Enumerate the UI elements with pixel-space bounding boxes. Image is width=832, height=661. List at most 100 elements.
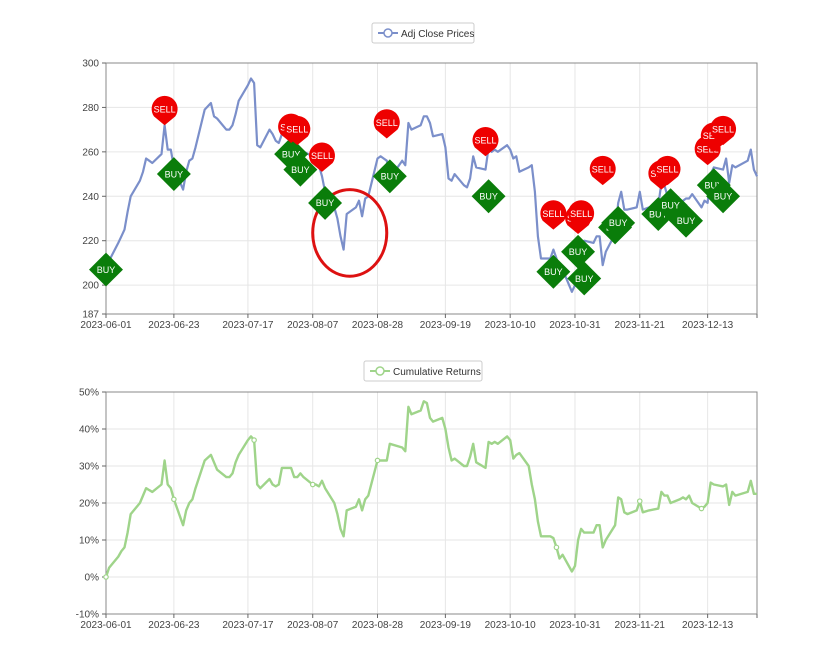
returns-legend-label: Cumulative Returns bbox=[393, 367, 481, 378]
sell-marker: SELL bbox=[710, 115, 737, 146]
buy-label: BUY bbox=[544, 267, 563, 277]
sell-pin bbox=[308, 142, 335, 172]
buy-label: BUY bbox=[282, 149, 301, 159]
buy-marker: BUY bbox=[601, 205, 636, 240]
sell-pin bbox=[151, 95, 178, 126]
buy-label: BUY bbox=[291, 165, 310, 175]
buy-label: BUY bbox=[569, 247, 588, 257]
x-tick-label: 2023-12-13 bbox=[682, 620, 734, 631]
buy-label: BUY bbox=[165, 169, 184, 179]
y-tick-label: 300 bbox=[82, 59, 99, 70]
returns-point-marker bbox=[251, 437, 257, 443]
y-tick-label: 187 bbox=[82, 310, 99, 321]
sell-label: SELL bbox=[657, 164, 679, 174]
buy-label: BUY bbox=[649, 209, 668, 219]
returns-point-marker bbox=[636, 498, 643, 504]
price-legend[interactable]: Adj Close Prices bbox=[371, 22, 475, 44]
buy-label: BUY bbox=[661, 200, 680, 210]
returns-series-line bbox=[104, 400, 757, 578]
highlight-ellipse bbox=[311, 188, 389, 278]
x-tick-label: 2023-10-31 bbox=[549, 320, 601, 331]
returns-legend-box bbox=[363, 360, 483, 382]
y-tick-label: 40% bbox=[79, 425, 99, 436]
x-tick-label: 2023-08-28 bbox=[352, 320, 404, 331]
sell-label: SELL bbox=[286, 124, 308, 134]
returns-point-marker bbox=[698, 505, 705, 512]
price-chart-panel: Adj Close Prices 187 200 220 240 260 280 300 2… bbox=[80, 22, 758, 331]
sell-label: SELL bbox=[542, 209, 564, 219]
y-tick-label: 260 bbox=[82, 147, 99, 158]
sell-label: SELL bbox=[592, 164, 614, 174]
buy-marker: BUY bbox=[567, 261, 602, 296]
buy-marker: BUY bbox=[669, 203, 704, 238]
buy-label: BUY bbox=[714, 192, 733, 202]
price-legend-marker bbox=[383, 28, 393, 38]
price-legend-box bbox=[371, 22, 475, 44]
sell-label: SELL bbox=[376, 118, 398, 128]
buy-label: BUY bbox=[381, 172, 400, 182]
returns-point-marker bbox=[374, 457, 381, 464]
x-tick-label: 2023-06-23 bbox=[148, 320, 200, 331]
sell-pin bbox=[472, 127, 499, 157]
x-tick-label: 2023-06-01 bbox=[80, 620, 132, 631]
sell-marker: SELL bbox=[308, 142, 335, 172]
returns-x-axis: 2023-06-01 2023-06-23 2023-07-17 2023-08-07… bbox=[80, 614, 758, 631]
sell-marker: SELL bbox=[472, 127, 499, 157]
price-grid bbox=[105, 62, 757, 315]
buy-label: BUY bbox=[97, 265, 116, 275]
buy-label: BUY bbox=[609, 218, 628, 228]
buy-marker: BUY bbox=[156, 157, 191, 192]
x-tick-label: 2023-08-07 bbox=[287, 620, 339, 631]
sell-label: SELL bbox=[474, 136, 496, 146]
buy-diamond bbox=[471, 179, 506, 214]
buy-diamond bbox=[706, 179, 741, 214]
x-tick-label: 2023-06-23 bbox=[148, 620, 200, 631]
sell-marker: SELL bbox=[284, 115, 311, 146]
trade-markers: BUYBUYBUYBUYBUYBUYBUYBUYBUYBUYBUYBUYBUYB… bbox=[89, 95, 741, 296]
sell-marker: SELL bbox=[589, 155, 616, 186]
x-tick-label: 2023-10-31 bbox=[549, 620, 601, 631]
buy-marker: BUY bbox=[308, 185, 343, 220]
sell-pin bbox=[589, 155, 616, 186]
y-tick-label: -10% bbox=[76, 610, 99, 621]
y-tick-label: 200 bbox=[82, 281, 99, 292]
sell-marker: SELL bbox=[654, 155, 681, 186]
x-tick-label: 2023-10-10 bbox=[485, 320, 537, 331]
returns-point-marker bbox=[103, 574, 109, 580]
buy-diamond bbox=[283, 152, 318, 187]
x-tick-label: 2023-11-21 bbox=[615, 320, 666, 331]
price-x-axis: 2023-06-01 2023-06-23 2023-07-17 2023-08-07… bbox=[80, 314, 758, 331]
buy-marker: BUY bbox=[283, 152, 318, 187]
buy-marker: BUY bbox=[706, 179, 741, 214]
x-tick-label: 2023-06-01 bbox=[80, 320, 132, 331]
x-tick-label: 2023-12-13 bbox=[682, 320, 734, 331]
x-tick-label: 2023-11-21 bbox=[615, 620, 666, 631]
buy-marker: BUY bbox=[471, 179, 506, 214]
price-legend-label: Adj Close Prices bbox=[401, 29, 474, 40]
sell-pin bbox=[568, 200, 595, 230]
x-tick-label: 2023-07-17 bbox=[222, 320, 274, 331]
returns-point-marker bbox=[171, 496, 177, 503]
sell-label: SELL bbox=[570, 209, 592, 219]
buy-label: BUY bbox=[479, 192, 498, 202]
sell-pin bbox=[654, 155, 681, 186]
sell-marker: SELL bbox=[373, 109, 400, 139]
y-tick-label: 50% bbox=[79, 388, 99, 399]
buy-diamond bbox=[372, 159, 407, 194]
buy-label: BUY bbox=[316, 198, 335, 208]
x-tick-label: 2023-08-28 bbox=[352, 620, 404, 631]
buy-diamond bbox=[308, 185, 343, 220]
buy-marker: BUY bbox=[561, 234, 596, 269]
x-tick-label: 2023-07-17 bbox=[222, 620, 274, 631]
sell-marker: SELL bbox=[151, 95, 178, 126]
y-tick-label: 20% bbox=[79, 499, 99, 510]
sell-pin bbox=[373, 109, 400, 139]
returns-chart-panel: Cumulative Returns -10% 0% 10% 20% 30% 40% 50%… bbox=[76, 360, 758, 631]
sell-pin bbox=[540, 200, 567, 230]
sell-marker: SELL bbox=[540, 200, 567, 230]
price-series-line bbox=[104, 77, 758, 293]
sell-label: SELL bbox=[154, 104, 176, 114]
returns-legend[interactable]: Cumulative Returns bbox=[363, 360, 483, 382]
sell-label: SELL bbox=[712, 124, 734, 134]
